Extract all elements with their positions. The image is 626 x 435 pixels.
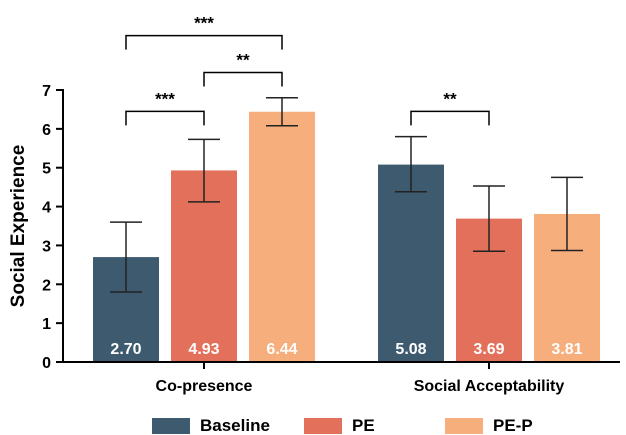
significance-bracket (125, 110, 205, 126)
y-tick-label: 5 (42, 161, 51, 178)
y-tick-label: 3 (42, 238, 51, 255)
data-label: 5.08 (395, 341, 426, 358)
legend-label: Baseline (200, 416, 270, 435)
legend: Baseline PE PE-P (152, 416, 533, 435)
y-tick-label: 4 (42, 200, 51, 217)
x-category-label: Co-presence (156, 378, 253, 395)
x-category-label: Social Acceptability (414, 378, 565, 395)
y-tick-label: 7 (42, 83, 51, 100)
data-label: 2.70 (110, 341, 141, 358)
y-axis: 0 1 2 3 4 5 6 7 (42, 83, 64, 372)
legend-swatch (304, 418, 342, 434)
bars-group: 2.70 5.08 4.93 3.69 6.44 3.81 (93, 97, 600, 362)
y-tick-label: 0 (42, 355, 51, 372)
significance-label: *** (155, 89, 175, 108)
significance-label: ** (236, 51, 250, 70)
significance-bracket (203, 71, 283, 87)
legend-label: PE-P (493, 416, 533, 435)
x-axis: Co-presence Social Acceptability (63, 361, 620, 395)
y-axis-title: Social Experience (8, 145, 29, 308)
bar (249, 111, 315, 362)
legend-label: PE (352, 416, 375, 435)
data-label: 3.69 (473, 341, 504, 358)
significance-label: ** (443, 89, 457, 108)
data-label: 4.93 (188, 341, 219, 358)
y-tick-label: 6 (42, 122, 51, 139)
y-tick-label: 2 (42, 277, 51, 294)
significance-brackets: ******** ** (125, 14, 490, 126)
bar (378, 164, 444, 362)
significance-bracket (125, 34, 283, 50)
significance-label: *** (194, 14, 214, 33)
data-label: 6.44 (266, 341, 297, 358)
y-tick-label: 1 (42, 316, 51, 333)
significance-bracket (410, 110, 490, 126)
legend-swatch (445, 418, 483, 434)
legend-swatch (152, 418, 190, 434)
data-label: 3.81 (551, 341, 582, 358)
